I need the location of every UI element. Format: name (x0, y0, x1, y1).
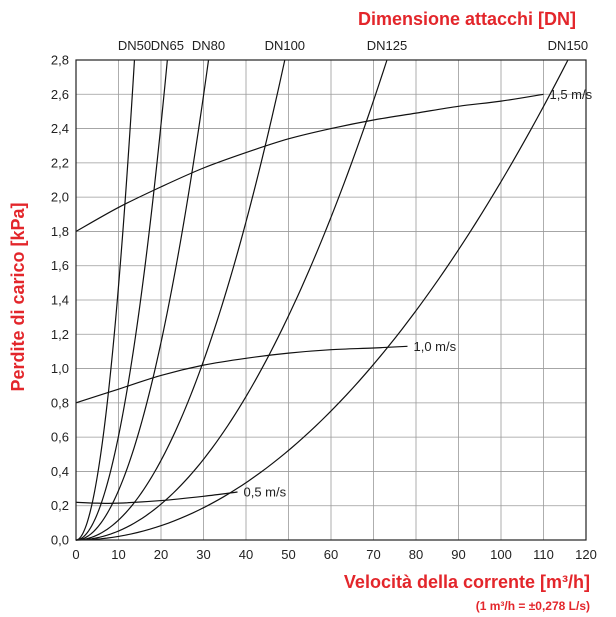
conversion-note: (1 m³/h = ±0,278 L/s) (476, 599, 590, 613)
y-tick-label: 2,8 (51, 53, 69, 68)
velocity-curve (75, 345, 408, 404)
x-tick-labels: 0 10 20 30 40 50 60 70 80 90 100 110 120 (72, 547, 596, 562)
y-tick-label: 0,8 (51, 395, 69, 410)
dn-label-dn150: DN150 (548, 38, 588, 53)
y-tick-label: 1,2 (51, 327, 69, 342)
x-tick-label: 10 (111, 547, 125, 562)
y-tick-label: 1,8 (51, 224, 69, 239)
velocity-curves (75, 93, 544, 504)
y-tick-labels: 0,0 0,2 0,4 0,6 0,8 1,0 1,2 1,4 1,6 1,8 2,0 2,2 2,4 2… (51, 53, 69, 548)
x-tick-label: 80 (409, 547, 423, 562)
plot-frame (75, 59, 587, 541)
velocity-curve (75, 93, 544, 232)
dn-curves (75, 59, 569, 541)
velocity-curve (75, 491, 238, 504)
x-tick-label: 70 (366, 547, 380, 562)
y-tick-label: 1,6 (51, 258, 69, 273)
y-tick-label: 0,2 (51, 498, 69, 513)
dn-curve-dn100 (75, 59, 286, 541)
x-tick-label: 110 (533, 547, 554, 562)
x-tick-label: 120 (575, 547, 597, 562)
plot-border (75, 59, 587, 541)
dn-label-dn125: DN125 (367, 38, 407, 53)
x-axis-label: Velocità della corrente [m³/h] (344, 572, 590, 592)
dn-curve-dn65 (75, 59, 168, 541)
dn-label-dn65: DN65 (151, 38, 184, 53)
x-tick-label: 50 (281, 547, 295, 562)
y-tick-label: 2,0 (51, 190, 69, 205)
x-tick-label: 20 (154, 547, 168, 562)
grid (75, 59, 587, 541)
y-tick-label: 2,2 (51, 155, 69, 170)
velocity-label: 1,0 m/s (414, 339, 457, 354)
dn-label-dn100: DN100 (265, 38, 305, 53)
y-tick-label: 2,4 (51, 121, 69, 136)
dn-labels: DN50 DN65 DN80 DN100 DN125 DN150 (118, 38, 588, 53)
y-tick-label: 0,6 (51, 430, 69, 445)
y-tick-label: 1,0 (51, 361, 69, 376)
y-tick-label: 1,4 (51, 293, 69, 308)
y-tick-label: 0,4 (51, 464, 69, 479)
dn-curve-dn125 (75, 59, 388, 541)
dn-curve-dn80 (75, 59, 210, 541)
chart-title: Dimensione attacchi [DN] (358, 9, 576, 29)
y-axis-label: Perdite di carico [kPa] (8, 202, 28, 391)
dn-curve-dn150 (75, 59, 569, 541)
velocity-label: 0,5 m/s (244, 485, 287, 500)
x-tick-label: 100 (490, 547, 512, 562)
y-tick-label: 0,0 (51, 533, 69, 548)
x-tick-label: 60 (324, 547, 338, 562)
dn-label-dn80: DN80 (192, 38, 225, 53)
dn-curve-dn50 (75, 59, 136, 541)
x-tick-label: 40 (239, 547, 253, 562)
velocity-label: 1,5 m/s (550, 87, 593, 102)
dn-label-dn50: DN50 (118, 38, 151, 53)
x-tick-label: 30 (196, 547, 210, 562)
velocity-labels: 1,5 m/s 1,0 m/s 0,5 m/s (244, 87, 593, 500)
x-tick-label: 0 (72, 547, 79, 562)
y-tick-label: 2,6 (51, 87, 69, 102)
x-tick-label: 90 (451, 547, 465, 562)
